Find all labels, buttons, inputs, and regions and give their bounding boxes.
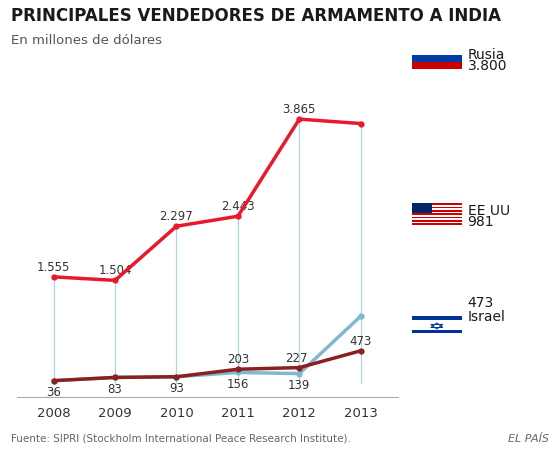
Text: 1.504: 1.504 (99, 264, 132, 276)
Bar (412, 216, 462, 217)
Text: 3.865: 3.865 (283, 103, 316, 116)
Bar (412, 55, 462, 63)
Bar (412, 206, 462, 207)
Bar (412, 204, 432, 214)
Text: PRINCIPALES VENDEDORES DE ARMAMENTO A INDIA: PRINCIPALES VENDEDORES DE ARMAMENTO A IN… (11, 7, 501, 25)
Text: 2.443: 2.443 (221, 200, 255, 213)
Text: EL PAÍS: EL PAÍS (508, 433, 549, 443)
Text: Fuente: SIPRI (Stockholm International Peace Research Institute).: Fuente: SIPRI (Stockholm International P… (11, 433, 351, 443)
Text: En millones de dólares: En millones de dólares (11, 34, 162, 47)
Bar (412, 222, 462, 224)
Bar (412, 207, 462, 209)
Bar (412, 224, 462, 226)
Text: 93: 93 (169, 381, 184, 394)
Text: Rusia: Rusia (468, 48, 505, 62)
Text: 203: 203 (227, 353, 249, 366)
Bar (412, 221, 462, 222)
Text: 3.800: 3.800 (468, 59, 507, 73)
Text: 227: 227 (285, 351, 307, 364)
Text: 83: 83 (108, 382, 123, 395)
Bar (412, 212, 462, 214)
Text: 139: 139 (288, 378, 310, 391)
Text: 156: 156 (227, 377, 249, 391)
Bar (412, 219, 462, 221)
Text: 473: 473 (468, 295, 494, 309)
Text: 473: 473 (349, 335, 372, 348)
Bar (412, 217, 462, 219)
Text: 1.555: 1.555 (37, 260, 71, 273)
Bar (412, 48, 462, 55)
Bar (412, 211, 462, 212)
Bar (412, 63, 462, 70)
Text: 36: 36 (46, 385, 61, 398)
Bar (412, 204, 462, 206)
Bar (412, 330, 462, 334)
Text: 981: 981 (468, 214, 494, 228)
Bar (412, 209, 462, 211)
Text: 2.297: 2.297 (160, 210, 193, 223)
Bar (412, 317, 462, 320)
Text: Israel: Israel (468, 309, 506, 323)
Bar (412, 214, 462, 216)
Text: EE UU: EE UU (468, 203, 510, 217)
